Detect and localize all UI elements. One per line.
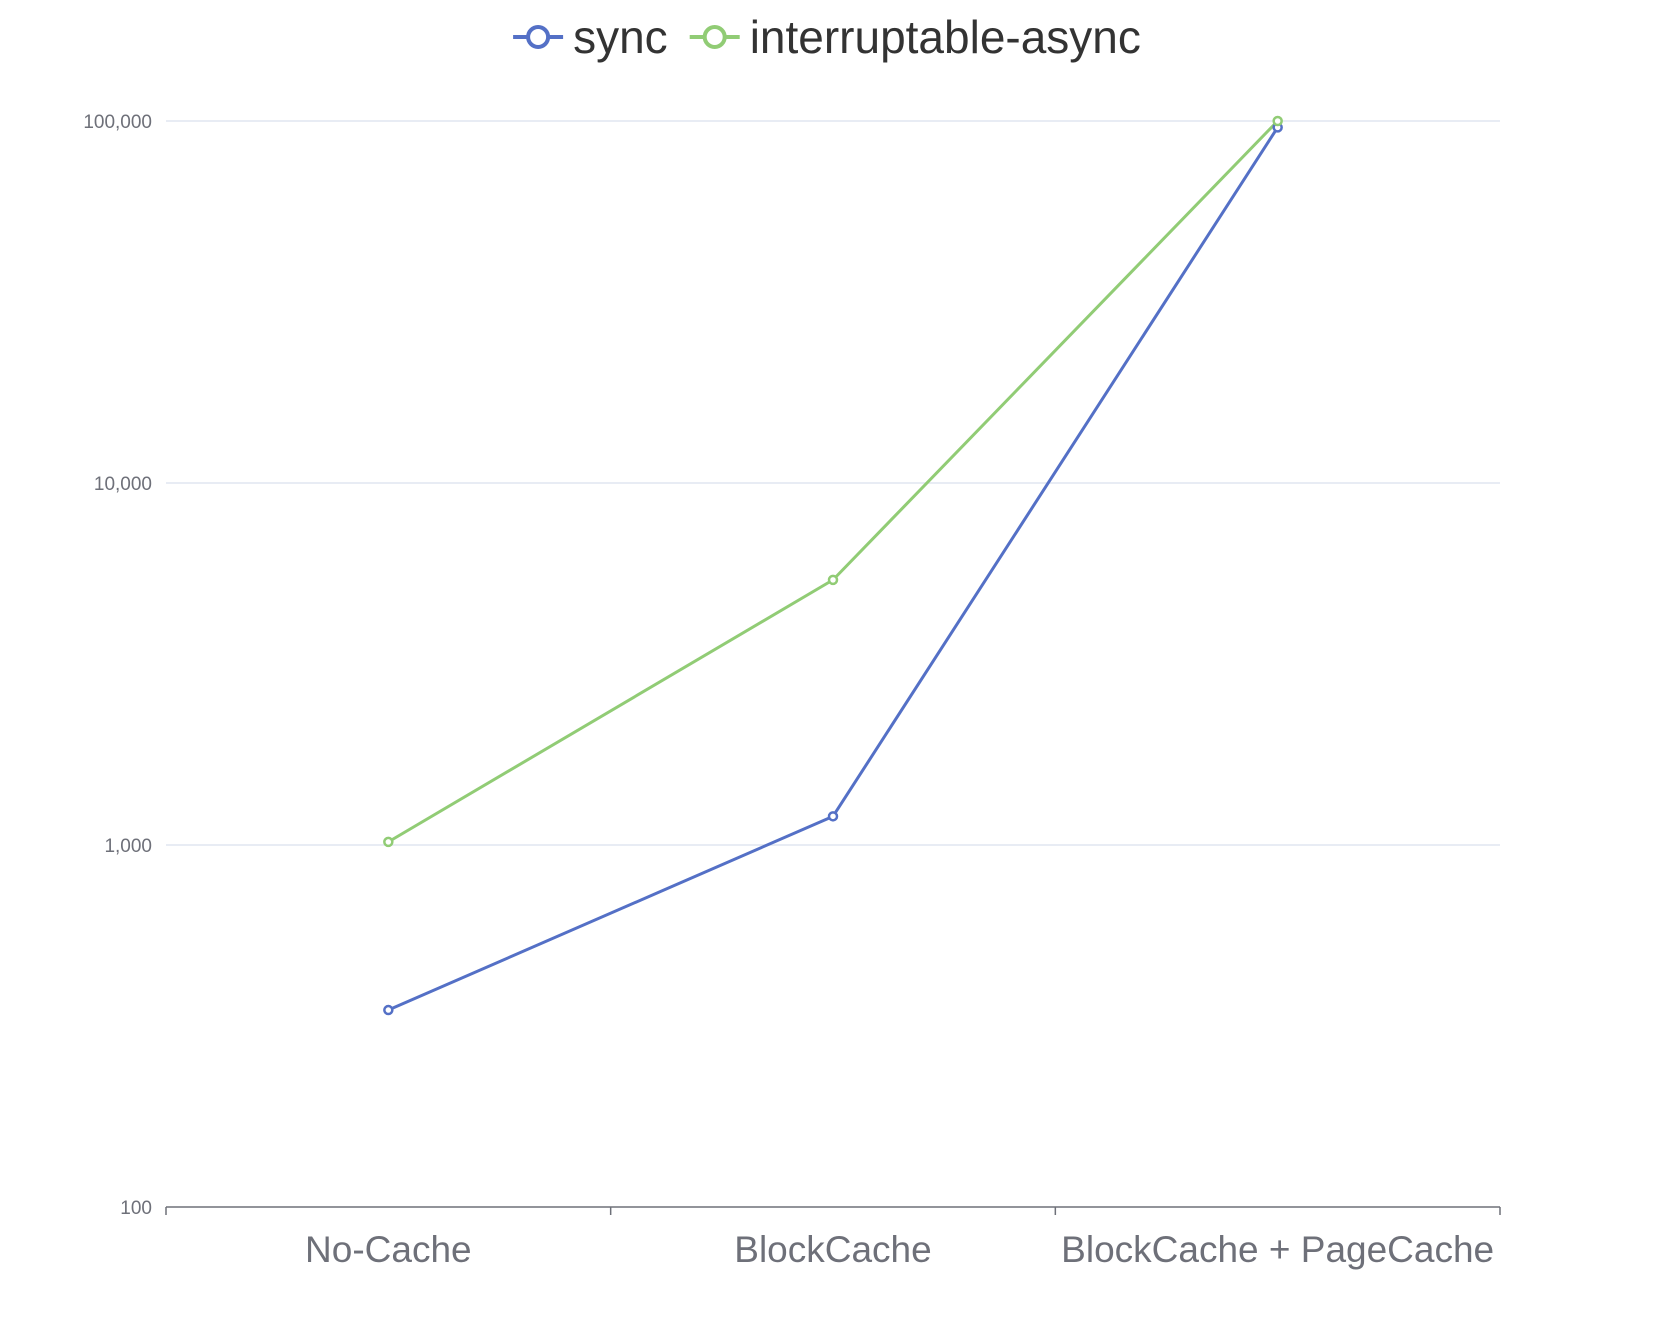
legend-label: interruptable-async <box>750 11 1141 63</box>
y-tick-label: 100,000 <box>83 112 152 133</box>
data-point-interruptable-async[interactable] <box>1272 115 1283 127</box>
series-line-interruptable-async <box>387 119 1279 844</box>
x-tick-label: No-Cache <box>305 1229 472 1270</box>
data-point-sync[interactable] <box>827 811 839 822</box>
y-tick-label: 100 <box>120 1198 152 1219</box>
legend-item-interruptable-async[interactable]: interruptable-async <box>689 11 1141 63</box>
y-tick-label: 10,000 <box>94 474 152 495</box>
gridlines <box>166 120 1500 846</box>
x-axis: No-Cache BlockCache BlockCache + PageCache <box>165 1206 1501 1270</box>
data-point-interruptable-async[interactable] <box>383 836 394 848</box>
legend-marker-icon <box>526 25 551 49</box>
series-group <box>383 115 1283 1016</box>
data-point-interruptable-async[interactable] <box>827 574 839 586</box>
legend: sync interruptable-async <box>513 11 1141 63</box>
y-axis: 100 1,000 10,000 100,000 <box>83 112 152 1219</box>
legend-item-sync[interactable]: sync <box>513 11 668 63</box>
x-tick-label: BlockCache + PageCache <box>1061 1229 1494 1270</box>
data-point-sync[interactable] <box>383 1004 394 1016</box>
legend-marker-icon <box>702 25 727 49</box>
x-tick-label: BlockCache <box>734 1229 931 1270</box>
y-tick-label: 1,000 <box>104 836 152 857</box>
legend-label: sync <box>573 11 668 63</box>
